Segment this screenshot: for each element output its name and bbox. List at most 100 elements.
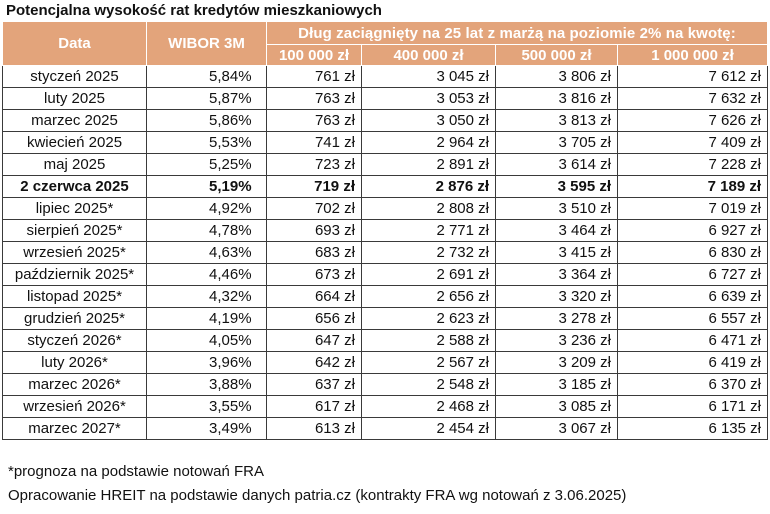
footnote: *prognoza na podstawie notowań FRA xyxy=(8,463,264,480)
table-row: marzec 2027* 3,49% 613 zł 2 454 zł 3 067 zł 6… xyxy=(2,417,768,440)
cell-date: styczeń 2025 xyxy=(2,65,147,88)
table-row: styczeń 2025 5,84% 761 zł 3 045 zł 3 806 zł 7… xyxy=(2,65,768,88)
table-row: luty 2025 5,87% 763 zł 3 053 zł 3 816 zł 7 63… xyxy=(2,87,768,110)
cell-amount-500k: 3 595 zł xyxy=(495,175,618,198)
cell-date: 2 czerwca 2025 xyxy=(2,175,147,198)
cell-amount-100k: 763 zł xyxy=(266,87,362,110)
cell-amount-500k: 3 278 zł xyxy=(495,307,618,330)
table-row: wrzesień 2025* 4,63% 683 zł 2 732 zł 3 415 z… xyxy=(2,241,768,264)
cell-amount-100k: 741 zł xyxy=(266,131,362,154)
cell-amount-1m: 6 471 zł xyxy=(617,329,768,352)
cell-amount-100k: 761 zł xyxy=(266,65,362,88)
cell-amount-100k: 613 zł xyxy=(266,417,362,440)
table-body: styczeń 2025 5,84% 761 zł 3 045 zł 3 806 zł 7… xyxy=(2,65,768,440)
table-row: kwiecień 2025 5,53% 741 zł 2 964 zł 3 705 zł… xyxy=(2,131,768,154)
table-row: sierpień 2025* 4,78% 693 zł 2 771 zł 3 464 z… xyxy=(2,219,768,242)
cell-amount-100k: 693 zł xyxy=(266,219,362,242)
cell-amount-1m: 6 135 zł xyxy=(617,417,768,440)
table-row: wrzesień 2026* 3,55% 617 zł 2 468 zł 3 085 z… xyxy=(2,395,768,418)
cell-amount-1m: 6 830 zł xyxy=(617,241,768,264)
cell-date: marzec 2027* xyxy=(2,417,147,440)
cell-amount-1m: 7 626 zł xyxy=(617,109,768,132)
header-amount-100k: 100 000 zł xyxy=(266,44,362,66)
cell-wibor: 5,53% xyxy=(146,131,267,154)
source-note: Opracowanie HREIT na podstawie danych pa… xyxy=(8,487,627,504)
cell-amount-100k: 673 zł xyxy=(266,263,362,286)
cell-date: marzec 2025 xyxy=(2,109,147,132)
cell-amount-100k: 683 zł xyxy=(266,241,362,264)
cell-amount-1m: 6 557 zł xyxy=(617,307,768,330)
cell-amount-500k: 3 415 zł xyxy=(495,241,618,264)
header-loan-description: Dług zaciągnięty na 25 lat z marżą na po… xyxy=(266,21,768,45)
cell-amount-400k: 2 567 zł xyxy=(361,351,496,374)
cell-date: luty 2026* xyxy=(2,351,147,374)
cell-amount-1m: 7 019 zł xyxy=(617,197,768,220)
cell-amount-100k: 719 zł xyxy=(266,175,362,198)
cell-amount-400k: 2 588 zł xyxy=(361,329,496,352)
cell-amount-1m: 7 612 zł xyxy=(617,65,768,88)
cell-amount-1m: 7 228 zł xyxy=(617,153,768,176)
cell-wibor: 3,49% xyxy=(146,417,267,440)
cell-amount-100k: 723 zł xyxy=(266,153,362,176)
table-row: marzec 2026* 3,88% 637 zł 2 548 zł 3 185 zł 6… xyxy=(2,373,768,396)
cell-date: listopad 2025* xyxy=(2,285,147,308)
cell-date: lipiec 2025* xyxy=(2,197,147,220)
cell-wibor: 4,78% xyxy=(146,219,267,242)
cell-amount-1m: 6 171 zł xyxy=(617,395,768,418)
header-amount-400k: 400 000 zł xyxy=(361,44,496,66)
cell-amount-500k: 3 085 zł xyxy=(495,395,618,418)
cell-date: marzec 2026* xyxy=(2,373,147,396)
cell-amount-1m: 6 419 zł xyxy=(617,351,768,374)
loan-installments-table: Data WIBOR 3M Dług zaciągnięty na 25 lat… xyxy=(2,21,768,440)
cell-amount-400k: 3 045 zł xyxy=(361,65,496,88)
cell-date: maj 2025 xyxy=(2,153,147,176)
table-row: luty 2026* 3,96% 642 zł 2 567 zł 3 209 zł 6 4… xyxy=(2,351,768,374)
cell-amount-100k: 617 zł xyxy=(266,395,362,418)
cell-wibor: 3,88% xyxy=(146,373,267,396)
table-row: 2 czerwca 2025 5,19% 719 zł 2 876 zł 3 595 z… xyxy=(2,175,768,198)
cell-amount-100k: 642 zł xyxy=(266,351,362,374)
cell-amount-400k: 2 454 zł xyxy=(361,417,496,440)
cell-amount-400k: 2 808 zł xyxy=(361,197,496,220)
cell-amount-500k: 3 464 zł xyxy=(495,219,618,242)
table-row: listopad 2025* 4,32% 664 zł 2 656 zł 3 320 z… xyxy=(2,285,768,308)
cell-amount-500k: 3 209 zł xyxy=(495,351,618,374)
cell-amount-400k: 2 876 zł xyxy=(361,175,496,198)
cell-wibor: 5,86% xyxy=(146,109,267,132)
cell-amount-400k: 2 771 zł xyxy=(361,219,496,242)
cell-amount-500k: 3 320 zł xyxy=(495,285,618,308)
cell-amount-1m: 7 189 zł xyxy=(617,175,768,198)
cell-amount-1m: 6 370 zł xyxy=(617,373,768,396)
cell-wibor: 4,63% xyxy=(146,241,267,264)
cell-amount-500k: 3 364 zł xyxy=(495,263,618,286)
header-amount-500k: 500 000 zł xyxy=(495,44,618,66)
cell-amount-400k: 2 732 zł xyxy=(361,241,496,264)
cell-amount-500k: 3 236 zł xyxy=(495,329,618,352)
cell-wibor: 3,96% xyxy=(146,351,267,374)
cell-wibor: 4,92% xyxy=(146,197,267,220)
cell-amount-400k: 3 053 zł xyxy=(361,87,496,110)
header-amount-1m: 1 000 000 zł xyxy=(617,44,768,66)
cell-amount-1m: 6 727 zł xyxy=(617,263,768,286)
cell-amount-500k: 3 067 zł xyxy=(495,417,618,440)
cell-amount-500k: 3 510 zł xyxy=(495,197,618,220)
table-row: październik 2025* 4,46% 673 zł 2 691 zł 3 36… xyxy=(2,263,768,286)
cell-wibor: 5,87% xyxy=(146,87,267,110)
cell-wibor: 5,84% xyxy=(146,65,267,88)
cell-date: wrzesień 2026* xyxy=(2,395,147,418)
header-date: Data xyxy=(2,21,147,66)
cell-amount-400k: 2 548 zł xyxy=(361,373,496,396)
cell-amount-500k: 3 813 zł xyxy=(495,109,618,132)
cell-amount-400k: 2 891 zł xyxy=(361,153,496,176)
cell-amount-500k: 3 614 zł xyxy=(495,153,618,176)
cell-amount-400k: 3 050 zł xyxy=(361,109,496,132)
cell-amount-400k: 2 623 zł xyxy=(361,307,496,330)
cell-amount-1m: 7 409 zł xyxy=(617,131,768,154)
cell-date: wrzesień 2025* xyxy=(2,241,147,264)
cell-wibor: 4,19% xyxy=(146,307,267,330)
table-row: lipiec 2025* 4,92% 702 zł 2 808 zł 3 510 zł 7… xyxy=(2,197,768,220)
cell-amount-100k: 702 zł xyxy=(266,197,362,220)
cell-amount-1m: 6 639 zł xyxy=(617,285,768,308)
cell-amount-400k: 2 964 zł xyxy=(361,131,496,154)
cell-date: październik 2025* xyxy=(2,263,147,286)
